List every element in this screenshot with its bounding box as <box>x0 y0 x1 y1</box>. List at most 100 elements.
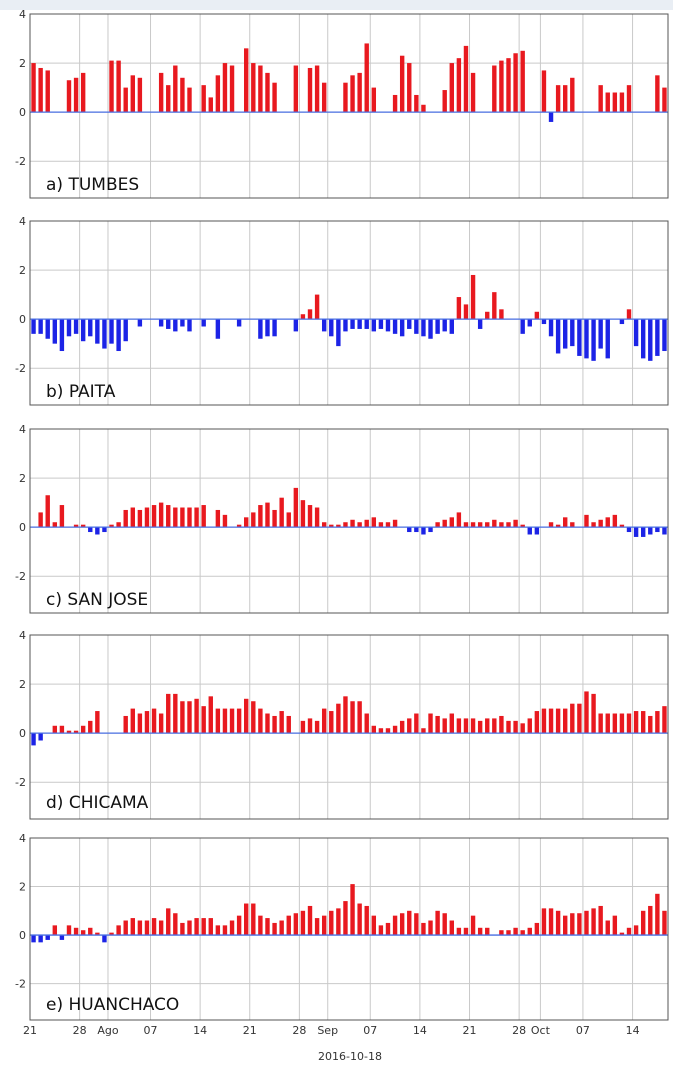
bar-positive <box>137 77 143 113</box>
bar-positive <box>187 701 192 734</box>
bar-positive <box>88 927 93 936</box>
bar-positive <box>244 517 249 528</box>
bar-positive <box>307 718 313 734</box>
y-tick-label: 0 <box>19 313 26 326</box>
bar-positive <box>31 63 36 113</box>
plot-frame <box>29 634 669 820</box>
bar-positive <box>435 715 440 734</box>
bar-positive <box>534 311 540 320</box>
bar-positive <box>329 524 334 528</box>
bar-positive <box>123 87 128 113</box>
x-tick-label: 21 <box>463 1024 477 1037</box>
bar-negative <box>662 527 667 535</box>
bar-positive <box>300 910 306 936</box>
bar-negative <box>123 319 128 342</box>
bar-positive <box>640 711 646 734</box>
bar-negative <box>570 319 575 347</box>
bar-positive <box>591 693 596 734</box>
bar-positive <box>612 915 618 936</box>
bar-positive <box>626 713 632 734</box>
bar-positive <box>662 87 667 113</box>
bar-positive <box>265 72 270 113</box>
bar-positive <box>116 60 121 113</box>
bar-positive <box>158 920 164 936</box>
bar-positive <box>527 718 532 734</box>
bar-positive <box>343 696 348 734</box>
bar-positive <box>648 715 653 734</box>
bar-positive <box>350 701 355 734</box>
x-axis-ticks: 21 28 Ago 07 14 21 28 Sep 07 14 21 28 Oct 07 14 <box>23 1024 640 1037</box>
bar-positive <box>201 85 206 113</box>
bar-positive <box>52 522 58 528</box>
bar-positive <box>378 925 384 936</box>
bar-negative <box>80 319 86 342</box>
bar-negative <box>66 319 72 337</box>
bar-positive <box>307 67 313 113</box>
bar-positive <box>485 718 490 734</box>
bar-positive <box>80 930 86 936</box>
bar-negative <box>357 319 362 329</box>
bar-positive <box>655 75 660 113</box>
bar-positive <box>201 505 206 528</box>
bar-positive <box>144 920 150 936</box>
bar-positive <box>357 701 362 734</box>
bar-positive <box>80 725 86 734</box>
bar-positive <box>314 65 320 113</box>
bar-negative <box>201 319 206 327</box>
y-tick-label: -2 <box>15 362 26 375</box>
bar-positive <box>166 908 171 936</box>
bar-positive <box>399 55 405 113</box>
bar-negative <box>378 319 384 329</box>
bar-positive <box>456 927 462 936</box>
bar-positive <box>293 913 299 936</box>
bar-positive <box>343 901 348 936</box>
bar-negative <box>158 319 164 327</box>
x-axis-date-label: 2016-10-18 <box>318 1050 382 1063</box>
bar-positive <box>499 60 504 113</box>
bar-negative <box>38 319 43 334</box>
bar-positive <box>208 696 213 734</box>
bar-positive <box>392 519 398 528</box>
bar-positive <box>364 713 369 734</box>
bar-negative <box>584 319 589 359</box>
panel-title-chicama: d) CHICAMA <box>46 793 149 813</box>
bar-negative <box>215 319 221 339</box>
x-tick-label: 28 <box>512 1024 526 1037</box>
bar-positive <box>492 65 497 113</box>
bar-positive <box>605 92 610 113</box>
bar-negative <box>449 319 454 334</box>
bar-positive <box>563 85 568 113</box>
bar-negative <box>548 319 554 337</box>
bar-positive <box>307 505 313 528</box>
bar-positive <box>555 524 561 528</box>
bar-positive <box>236 524 242 528</box>
bar-negative <box>555 319 561 354</box>
bar-positive <box>201 918 206 936</box>
bar-positive <box>194 507 199 528</box>
bar-positive <box>541 70 547 113</box>
bar-positive <box>151 505 157 528</box>
x-tick-label: 14 <box>413 1024 427 1037</box>
bar-positive <box>314 918 320 936</box>
bar-positive <box>463 718 469 734</box>
bar-positive <box>307 309 313 320</box>
bar-positive <box>385 522 391 528</box>
bar-positive <box>428 713 433 734</box>
bar-positive <box>371 915 377 936</box>
bar-positive <box>272 82 277 113</box>
bar-positive <box>470 522 476 528</box>
bar-positive <box>343 522 348 528</box>
bar-positive <box>640 910 646 936</box>
bar-positive <box>442 913 447 936</box>
bar-positive <box>80 72 86 113</box>
bar-positive <box>485 311 490 320</box>
bar-positive <box>307 905 313 936</box>
bar-positive <box>73 524 79 528</box>
bar-negative <box>59 319 65 352</box>
bar-positive <box>470 915 476 936</box>
bar-positive <box>123 920 128 936</box>
bar-positive <box>187 920 192 936</box>
bar-positive <box>173 693 178 734</box>
bar-positive <box>66 80 72 113</box>
bar-positive <box>470 72 476 113</box>
